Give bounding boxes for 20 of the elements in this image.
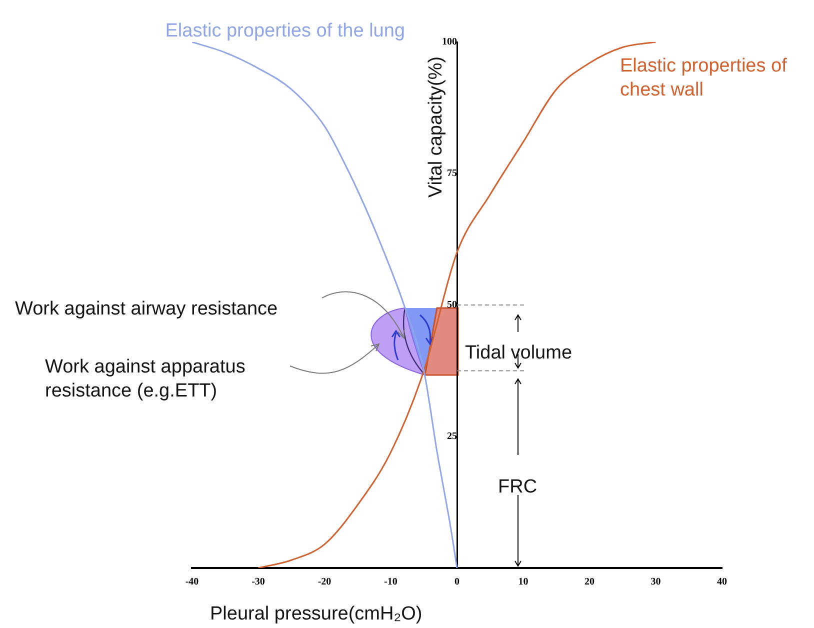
x-tick-label: 0 [454,576,460,588]
x-tick-label: 40 [717,576,727,588]
x-tick-label: 20 [584,576,594,588]
annotation: Work against apparatus resistance (e.g.ETT) [45,356,246,402]
x-tick-label: 10 [518,576,528,588]
x-tick-label: -40 [185,576,199,588]
x-tick-label: -30 [252,576,265,588]
y-tick-label: 100 [442,36,457,48]
series-label: Elastic properties of the lung [165,20,405,42]
series-label: Elastic properties of chest wall [620,56,788,101]
annotation: FRC [498,476,538,498]
x-tick-label: -20 [318,576,332,588]
y-tick-label: 25 [447,431,457,442]
x-axis-title: Pleural pressure(cmH₂O) [210,604,422,625]
x-tick-label: -10 [384,576,398,588]
y-axis-title: Vital capacity(%) [426,56,447,198]
annotation: Work against airway resistance [15,298,278,320]
annotation: Tidal volume [465,342,572,364]
y-tick-label: 75 [447,168,457,180]
x-tick-label: 30 [650,576,661,588]
